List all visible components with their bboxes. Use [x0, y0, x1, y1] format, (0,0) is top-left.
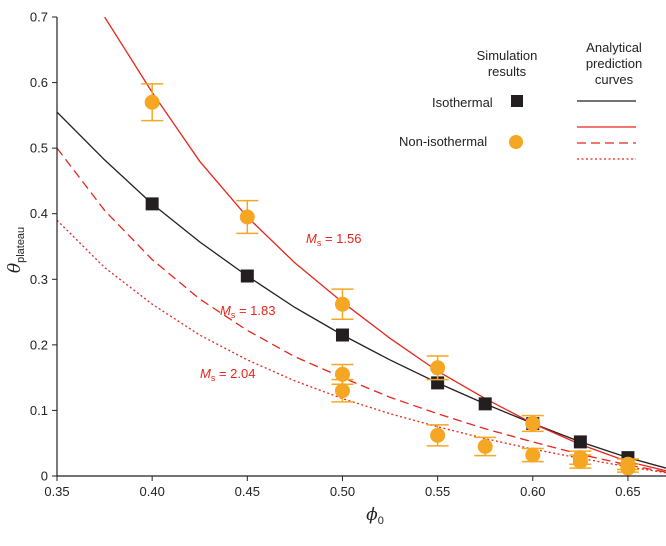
point-non-isothermal — [525, 447, 541, 463]
y-tick-label: 0.1 — [30, 403, 48, 418]
x-tick-label: 0.35 — [44, 484, 69, 499]
annotation-ms-156-sub: s — [317, 238, 322, 248]
annotation-ms-204: Ms = 2.04 — [200, 366, 255, 383]
annotation-ms-204-text: = 2.04 — [215, 366, 255, 381]
legend-ana-header-3: curves — [595, 72, 634, 87]
legend-ana-header-2: prediction — [586, 56, 642, 71]
legend-sim-header-1: Simulation — [477, 48, 538, 63]
annotation-ms-183-symbol: M — [220, 303, 231, 318]
y-tick-label: 0.3 — [30, 272, 48, 287]
point-non-isothermal — [239, 209, 255, 225]
curve-1 — [104, 17, 666, 472]
point-non-isothermal — [334, 366, 350, 382]
x-tick-label: 0.60 — [520, 484, 545, 499]
annotation-ms-204-sub: s — [211, 373, 216, 383]
legend-circle-marker — [509, 135, 523, 149]
point-non-isothermal — [477, 438, 493, 454]
x-tick-label: 0.45 — [235, 484, 260, 499]
x-axis-subscript: 0 — [378, 515, 384, 527]
legend-sim-header-2: results — [488, 64, 527, 79]
y-axis-title: θplateau — [5, 227, 27, 273]
point-isothermal — [573, 435, 587, 449]
annotation-ms-156: Ms = 1.56 — [306, 231, 361, 248]
x-tick-label: 0.55 — [425, 484, 450, 499]
y-axis-symbol: θ — [5, 263, 25, 273]
y-tick-label: 0.6 — [30, 75, 48, 90]
y-tick-label: 0.4 — [30, 206, 48, 221]
x-tick-label: 0.65 — [615, 484, 640, 499]
y-tick-label: 0.7 — [30, 10, 48, 25]
axes: 0.35 0.40 0.45 0.50 0.55 0.60 0.65 0 0.1 0.2 0.3 0.… — [30, 10, 666, 499]
annotation-ms-156-symbol: M — [306, 231, 317, 246]
point-non-isothermal — [144, 94, 160, 110]
x-tick-label: 0.50 — [330, 484, 355, 499]
point-non-isothermal — [430, 360, 446, 376]
annotation-ms-156-text: = 1.56 — [321, 231, 361, 246]
y-tick-label: 0 — [41, 469, 48, 484]
point-isothermal — [478, 397, 492, 411]
x-tick-label: 0.40 — [140, 484, 165, 499]
point-non-isothermal — [334, 296, 350, 312]
point-isothermal — [240, 269, 254, 283]
legend-non-isothermal-label: Non-isothermal — [399, 134, 487, 149]
legend-isothermal-label: Isothermal — [432, 95, 493, 110]
point-non-isothermal — [334, 383, 350, 399]
curve-3 — [57, 219, 666, 474]
point-non-isothermal — [430, 427, 446, 443]
legend-square-marker — [511, 95, 523, 107]
y-tick-label: 0.5 — [30, 141, 48, 156]
annotation-ms-183-sub: s — [231, 310, 236, 320]
point-non-isothermal — [525, 416, 541, 432]
point-non-isothermal — [572, 454, 588, 470]
annotation-ms-183-text: = 1.83 — [235, 303, 275, 318]
x-axis-title: ϕ0 — [366, 505, 384, 527]
x-axis-symbol: ϕ — [366, 505, 378, 525]
point-non-isothermal — [620, 460, 636, 476]
plot-area — [57, 17, 666, 476]
annotation-ms-204-symbol: M — [200, 366, 211, 381]
y-axis-subscript: plateau — [15, 227, 27, 263]
annotation-ms-183: Ms = 1.83 — [220, 303, 275, 320]
curve-0 — [57, 111, 666, 469]
curve-2 — [57, 147, 666, 473]
legend-ana-header-1: Analytical — [586, 40, 642, 55]
point-isothermal — [335, 328, 349, 342]
legend: Simulation results Analytical prediction… — [399, 40, 642, 160]
y-tick-label: 0.2 — [30, 337, 48, 352]
point-isothermal — [145, 197, 159, 211]
